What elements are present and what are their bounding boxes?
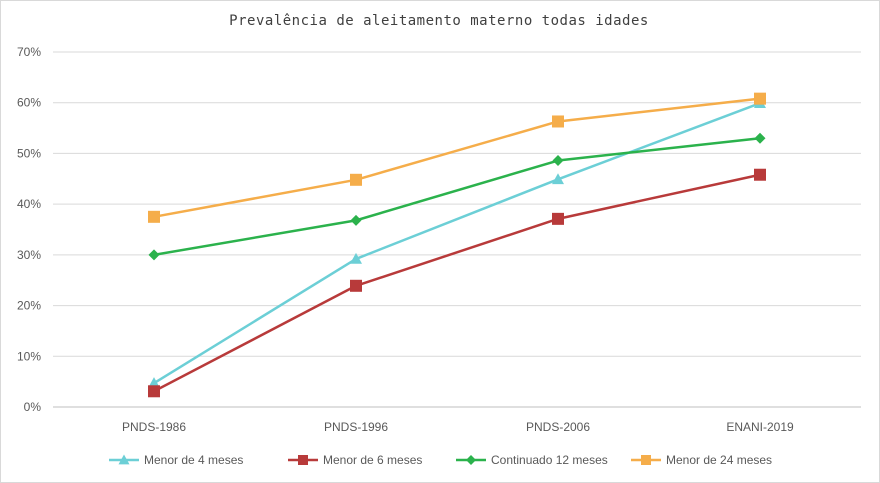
data-point [148,249,160,261]
series-line [153,136,761,257]
legend-marker [641,455,651,465]
legend-item: Menor de 6 meses [288,453,422,467]
data-point [350,173,362,186]
legend-label: Menor de 24 meses [666,453,772,467]
legend-label: Continuado 12 meses [491,453,608,467]
series-4 [148,92,766,223]
legend-item: Menor de 4 meses [109,453,243,467]
x-axis-tick-labels: PNDS-1986 PNDS-1996 PNDS-2006 ENANI-2019 [122,420,794,434]
legend: Menor de 4 meses Menor de 6 meses Continua… [109,453,772,467]
y-tick-label: 20% [17,299,41,313]
y-tick-label: 50% [17,146,41,160]
data-point [552,212,564,225]
data-point [148,377,160,388]
data-point [350,279,362,292]
legend-item: Continuado 12 meses [456,453,608,467]
series-line [153,97,761,219]
legend-label: Menor de 4 meses [144,453,243,467]
data-point [350,214,362,226]
series-2 [148,168,766,398]
data-point [552,115,564,128]
legend-marker [118,454,130,465]
data-point [754,132,766,144]
x-tick-label: ENANI-2019 [726,420,794,434]
data-point [552,155,564,167]
x-tick-label: PNDS-2006 [526,420,590,434]
series-1 [148,97,766,388]
data-point [754,168,766,181]
data-point [148,385,160,398]
x-tick-label: PNDS-1986 [122,420,186,434]
chart-title: Prevalência de aleitamento materno todas… [229,13,649,29]
data-point [350,252,362,264]
y-axis-tick-labels: 0% 10% 20% 30% 40% 50% 60% 70% [17,45,41,414]
legend-marker [466,455,476,465]
x-tick-label: PNDS-1996 [324,420,388,434]
y-tick-label: 60% [17,96,41,110]
data-point [148,210,160,223]
y-tick-label: 0% [24,400,42,414]
gridlines [53,51,861,408]
legend-item: Menor de 24 meses [631,453,772,467]
data-point [552,173,564,185]
y-tick-label: 30% [17,248,41,262]
y-tick-label: 70% [17,45,41,59]
legend-marker [298,455,308,465]
data-point [754,92,766,105]
y-tick-label: 40% [17,197,41,211]
legend-label: Menor de 6 meses [323,453,422,467]
series-line [153,173,761,393]
series-line [153,102,761,385]
series-layer [148,92,766,398]
y-tick-label: 10% [17,349,41,363]
series-3 [148,132,766,261]
